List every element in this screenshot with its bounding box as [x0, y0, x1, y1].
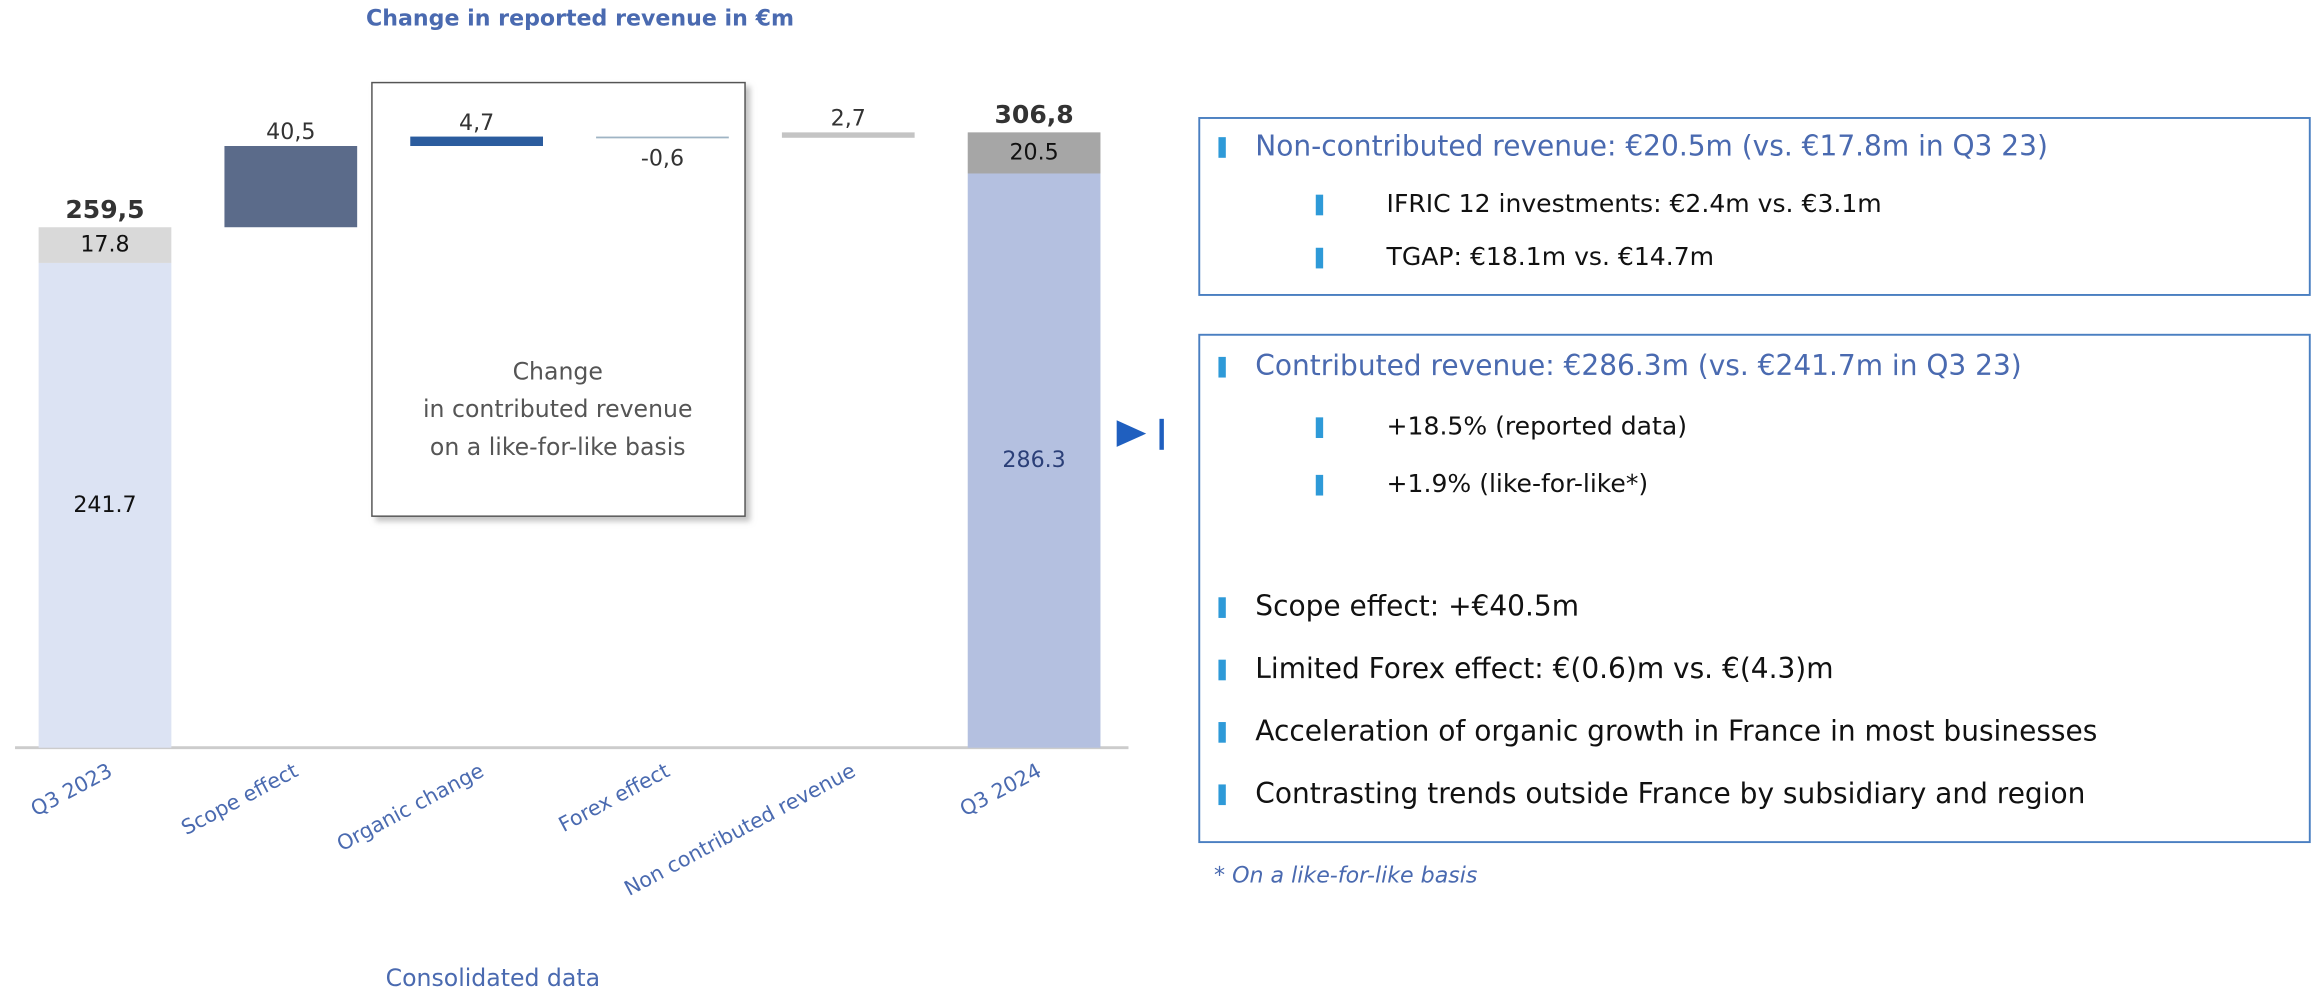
annotation: in contributed revenue — [423, 395, 692, 423]
segment-label: 20.5 — [1009, 139, 1058, 165]
segment-label: 241.7 — [73, 492, 136, 518]
bullet — [1315, 194, 1324, 216]
panel-bullet: Scope effect: +€40.5m — [1255, 590, 1579, 623]
panel-bullet: Limited Forex effect: €(0.6)m vs. €(4.3)… — [1255, 652, 1833, 685]
bullet — [1218, 597, 1226, 618]
value-label: -0,6 — [641, 145, 684, 171]
bar-segment — [38, 262, 172, 748]
segment-label: 286.3 — [1002, 447, 1065, 473]
x-tick-label: Organic change — [333, 758, 488, 856]
bullet — [1218, 137, 1226, 158]
value-label: 40,5 — [266, 119, 315, 145]
panel-bullet: Acceleration of organic growth in France… — [1255, 714, 2097, 747]
info-box — [1198, 333, 2311, 844]
bullet — [1218, 356, 1226, 378]
panel-item: IFRIC 12 investments: €2.4m vs. €3.1m — [1387, 189, 1882, 218]
bar — [781, 132, 915, 138]
value-label: 2,7 — [831, 106, 866, 132]
bar-segment — [967, 173, 1101, 748]
bullet — [1218, 659, 1226, 681]
annotation: Change — [513, 358, 603, 386]
bullet — [1315, 474, 1324, 496]
chart-title: Change in reported revenue in €m — [366, 6, 794, 32]
x-tick-label: Q3 2023 — [27, 758, 116, 821]
panel-heading: Non-contributed revenue: €20.5m (vs. €17… — [1255, 129, 2048, 162]
value-label: 4,7 — [459, 110, 494, 136]
bar-segment — [38, 227, 172, 263]
segment-label: 17.8 — [80, 232, 129, 258]
bullet — [1218, 722, 1226, 743]
annotation: on a like-for-like basis — [430, 433, 686, 461]
bullet — [1315, 417, 1324, 439]
panel-bullet: Contrasting trends outside France by sub… — [1255, 777, 2085, 810]
panel-item: TGAP: €18.1m vs. €14.7m — [1386, 242, 1715, 271]
x-tick-label: Forex effect — [555, 758, 674, 836]
annotation-box — [371, 81, 746, 517]
arrow-bar — [1159, 418, 1164, 450]
panel-item: +18.5% (reported data) — [1387, 412, 1687, 441]
bar — [410, 136, 543, 147]
arrow — [1116, 420, 1147, 447]
total-label: 259,5 — [65, 195, 144, 224]
panel-heading: Contributed revenue: €286.3m (vs. €241.7… — [1255, 349, 2021, 382]
footnote: * On a like-for-like basis — [1214, 863, 1478, 889]
total-label: 306,8 — [994, 100, 1073, 129]
x-axis-label: Consolidated data — [386, 964, 600, 992]
bar — [224, 146, 358, 228]
x-tick-label: Q3 2024 — [956, 758, 1045, 821]
bar — [596, 136, 729, 139]
panel-item: +1.9% (like-for-like*) — [1387, 469, 1649, 498]
info-box — [1198, 117, 2311, 296]
bullet — [1315, 247, 1324, 269]
bullet — [1218, 784, 1226, 806]
bar-segment — [967, 132, 1101, 174]
x-tick-label: Scope effect — [177, 758, 302, 839]
